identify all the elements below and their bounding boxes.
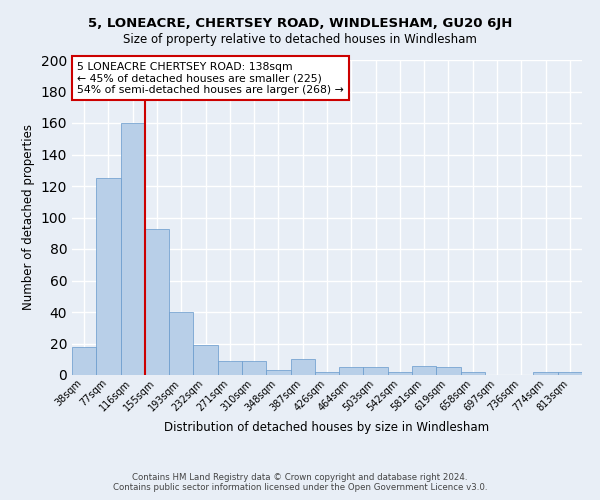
Bar: [242, 361, 266, 375]
Bar: [266, 370, 290, 375]
Bar: [96, 178, 121, 375]
Bar: [193, 345, 218, 375]
Text: Contains HM Land Registry data © Crown copyright and database right 2024.
Contai: Contains HM Land Registry data © Crown c…: [113, 473, 487, 492]
Text: Size of property relative to detached houses in Windlesham: Size of property relative to detached ho…: [123, 32, 477, 46]
Bar: [461, 372, 485, 375]
Bar: [388, 372, 412, 375]
Bar: [558, 372, 582, 375]
Text: 5, LONEACRE, CHERTSEY ROAD, WINDLESHAM, GU20 6JH: 5, LONEACRE, CHERTSEY ROAD, WINDLESHAM, …: [88, 18, 512, 30]
Bar: [364, 367, 388, 375]
Y-axis label: Number of detached properties: Number of detached properties: [22, 124, 35, 310]
Bar: [436, 367, 461, 375]
Bar: [533, 372, 558, 375]
Bar: [412, 366, 436, 375]
Bar: [72, 346, 96, 375]
Bar: [339, 367, 364, 375]
Bar: [169, 312, 193, 375]
Bar: [145, 228, 169, 375]
Bar: [121, 123, 145, 375]
Text: 5 LONEACRE CHERTSEY ROAD: 138sqm
← 45% of detached houses are smaller (225)
54% : 5 LONEACRE CHERTSEY ROAD: 138sqm ← 45% o…: [77, 62, 344, 95]
Bar: [315, 372, 339, 375]
Bar: [218, 361, 242, 375]
X-axis label: Distribution of detached houses by size in Windlesham: Distribution of detached houses by size …: [164, 421, 490, 434]
Bar: [290, 359, 315, 375]
